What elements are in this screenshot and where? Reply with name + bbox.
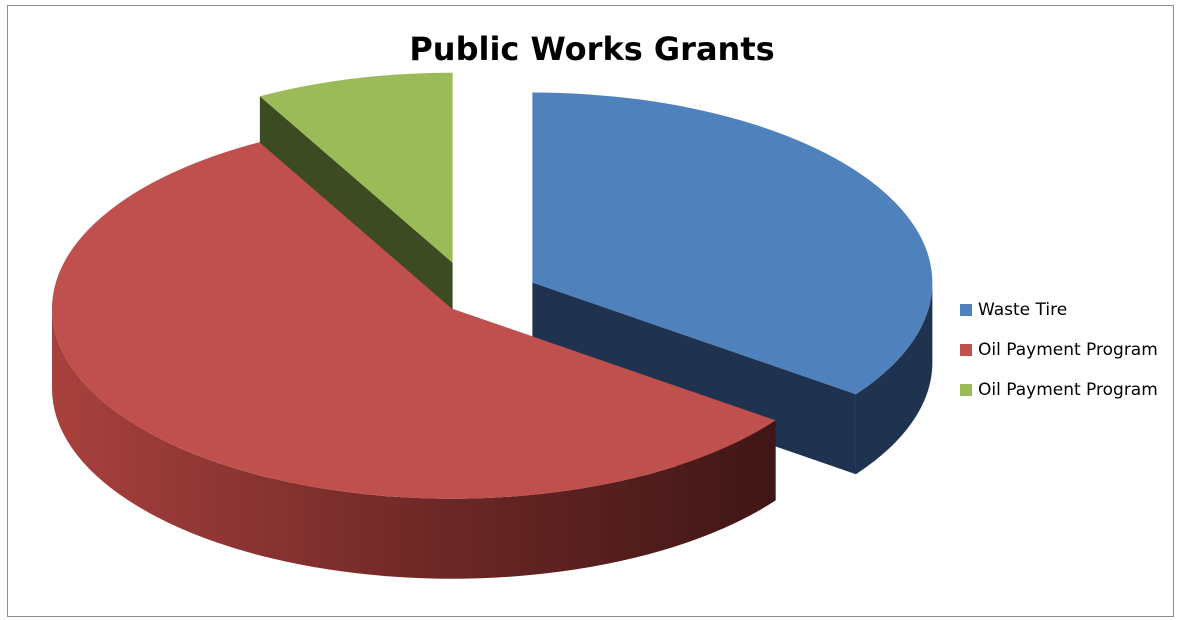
legend-label: Oil Payment Program: [978, 340, 1158, 360]
legend-swatch: [960, 384, 972, 396]
legend-swatch: [960, 344, 972, 356]
legend-item: Oil Payment Program: [960, 340, 1158, 360]
legend-label: Oil Payment Program: [978, 380, 1158, 400]
legend-item: Waste Tire: [960, 300, 1158, 320]
legend: Waste Tire Oil Payment Program Oil Payme…: [960, 300, 1158, 420]
legend-item: Oil Payment Program: [960, 380, 1158, 400]
pie-slice: [51, 142, 776, 579]
chart-title: Public Works Grants: [409, 30, 775, 68]
legend-label: Waste Tire: [978, 300, 1068, 320]
legend-swatch: [960, 304, 972, 316]
